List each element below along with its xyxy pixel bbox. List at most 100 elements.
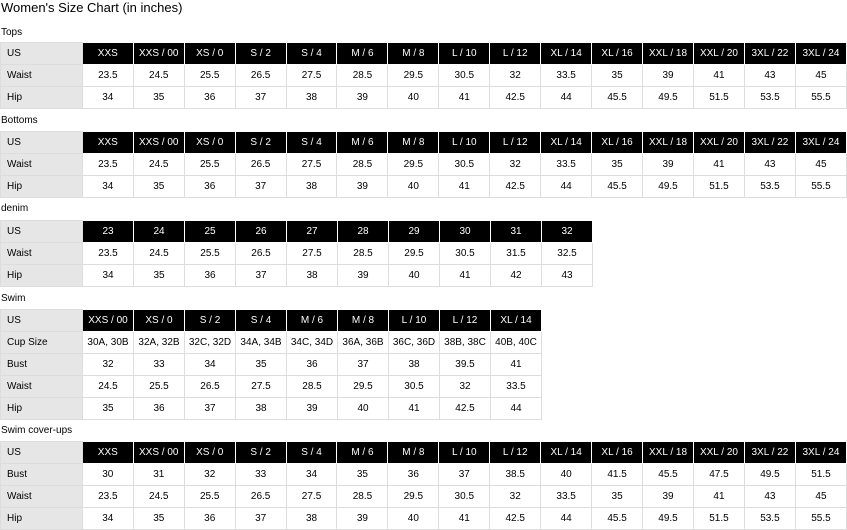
size-header-cell: 23: [82, 220, 134, 243]
size-header-cell: XXL / 18: [642, 131, 694, 154]
table-cell: 43: [743, 153, 796, 176]
table-cell: 41: [438, 86, 491, 109]
table-cell: 40: [387, 507, 440, 530]
table-cell: 40B, 40C: [490, 331, 542, 354]
size-header-cell: XL / 16: [591, 42, 644, 65]
row-label: Waist: [0, 485, 83, 508]
table-cell: 26.5: [234, 485, 287, 508]
table-cell: 23.5: [81, 153, 134, 176]
table-row: Waist 23.5 24.5 25.5 26.5 27.5 28.5 29.5 30.5 32 3…: [0, 153, 847, 176]
table-row: Bust 30 31 32 33 34 35 36 37 38.5 40 41.5 45.5 47.5 49…: [0, 463, 847, 486]
size-header-cell: XL / 16: [591, 131, 644, 154]
table-cell: 41: [438, 175, 491, 198]
table-row: Hip 34 35 36 37 38 39 40 41 42.5 44 45.5 49.5 51.5 53.…: [0, 86, 847, 109]
table-cell: 36: [286, 353, 338, 376]
table-cell: 34: [81, 175, 134, 198]
table-cell: 39.5: [439, 353, 491, 376]
table-cell: 42.5: [489, 175, 542, 198]
size-header-cell: S / 4: [235, 309, 287, 332]
size-header-cell: S / 2: [234, 42, 287, 65]
table-cell: 36: [183, 86, 236, 109]
table-cell: 35: [132, 507, 185, 530]
row-label: US: [0, 220, 83, 243]
size-header-cell: 24: [133, 220, 185, 243]
table-cell: 37: [184, 397, 236, 420]
size-header-cell: M / 8: [387, 441, 440, 464]
size-header-cell: 25: [184, 220, 236, 243]
row-label: Hip: [0, 397, 83, 420]
row-label: US: [0, 441, 83, 464]
table-cell: 36: [184, 264, 236, 287]
table-cell: 37: [234, 86, 287, 109]
table-cell: 34A, 34B: [235, 331, 287, 354]
section-label: denim: [1, 203, 29, 214]
row-label: Waist: [0, 153, 83, 176]
table-cell: 26.5: [235, 242, 287, 265]
table-cell: 40: [388, 264, 440, 287]
size-header-cell: 27: [286, 220, 338, 243]
table-cell: 55.5: [794, 86, 847, 109]
table-cell: 30.5: [388, 375, 440, 398]
size-header-cell: XXL / 20: [693, 131, 745, 154]
table-cell: 42.5: [489, 86, 542, 109]
table-cell: 37: [235, 264, 287, 287]
size-header-cell: 3XL / 22: [743, 42, 796, 65]
table-cell: 49.5: [743, 463, 796, 486]
size-header-cell: M / 8: [387, 131, 440, 154]
table-cell: 45.5: [642, 463, 694, 486]
table-cell: 28.5: [336, 485, 389, 508]
table-cell: 33.5: [540, 153, 593, 176]
table-cell: 36A, 36B: [337, 331, 389, 354]
table-cell: 37: [234, 507, 287, 530]
size-header-cell: XXS: [81, 42, 134, 65]
table-row: Hip 35 36 37 38 39 40 41 42.5 44: [0, 397, 542, 420]
table-cell: 32: [82, 353, 134, 376]
table-cell: 29.5: [387, 485, 440, 508]
size-header-cell: M / 6: [336, 131, 389, 154]
table-cell: 24.5: [132, 153, 185, 176]
table-cell: 47.5: [693, 463, 745, 486]
table-cell: 44: [540, 507, 593, 530]
size-header-cell: 30: [439, 220, 491, 243]
table-cell: 43: [743, 485, 796, 508]
table-cell: 51.5: [693, 507, 745, 530]
table-cell: 28.5: [336, 64, 389, 87]
table-cell: 32: [489, 153, 542, 176]
table-cell: 41: [693, 485, 745, 508]
table-cell: 32: [489, 485, 542, 508]
size-header-cell: S / 2: [234, 131, 287, 154]
table-cell: 34: [184, 353, 236, 376]
table-cell: 41: [693, 153, 745, 176]
size-header-cell: L / 12: [489, 42, 542, 65]
size-header-cell: L / 10: [438, 131, 491, 154]
table-row: Waist 23.5 24.5 25.5 26.5 27.5 28.5 29.5 30.5 31.…: [0, 242, 593, 265]
row-label: Waist: [0, 64, 83, 87]
table-row: Bust 32 33 34 35 36 37 38 39.5 41: [0, 353, 542, 376]
table-cell: 34: [285, 463, 338, 486]
table-cell: 38: [285, 175, 338, 198]
table-cell: 27.5: [286, 242, 338, 265]
table-cell: 40: [540, 463, 593, 486]
table-cell: 23.5: [81, 485, 134, 508]
row-label: Hip: [0, 86, 83, 109]
table-cell: 30.5: [438, 485, 491, 508]
size-header-cell: 3XL / 22: [743, 441, 796, 464]
section-label: Bottoms: [1, 115, 38, 126]
size-header-cell: 32: [541, 220, 593, 243]
row-label: Bust: [0, 353, 83, 376]
table-cell: 36: [183, 507, 236, 530]
table-cell: 55.5: [794, 507, 847, 530]
table-cell: 38.5: [489, 463, 542, 486]
size-header-cell: M / 8: [387, 42, 440, 65]
table-cell: 35: [132, 175, 185, 198]
table-cell: 34: [81, 86, 134, 109]
table-cell: 25.5: [183, 153, 236, 176]
size-header-cell: L / 12: [489, 441, 542, 464]
size-header-cell: M / 8: [337, 309, 389, 332]
table-cell: 36C, 36D: [388, 331, 440, 354]
table-cell: 27.5: [235, 375, 287, 398]
table-cell: 39: [336, 507, 389, 530]
size-header-cell: XS / 0: [183, 131, 236, 154]
table-cell: 32: [489, 64, 542, 87]
